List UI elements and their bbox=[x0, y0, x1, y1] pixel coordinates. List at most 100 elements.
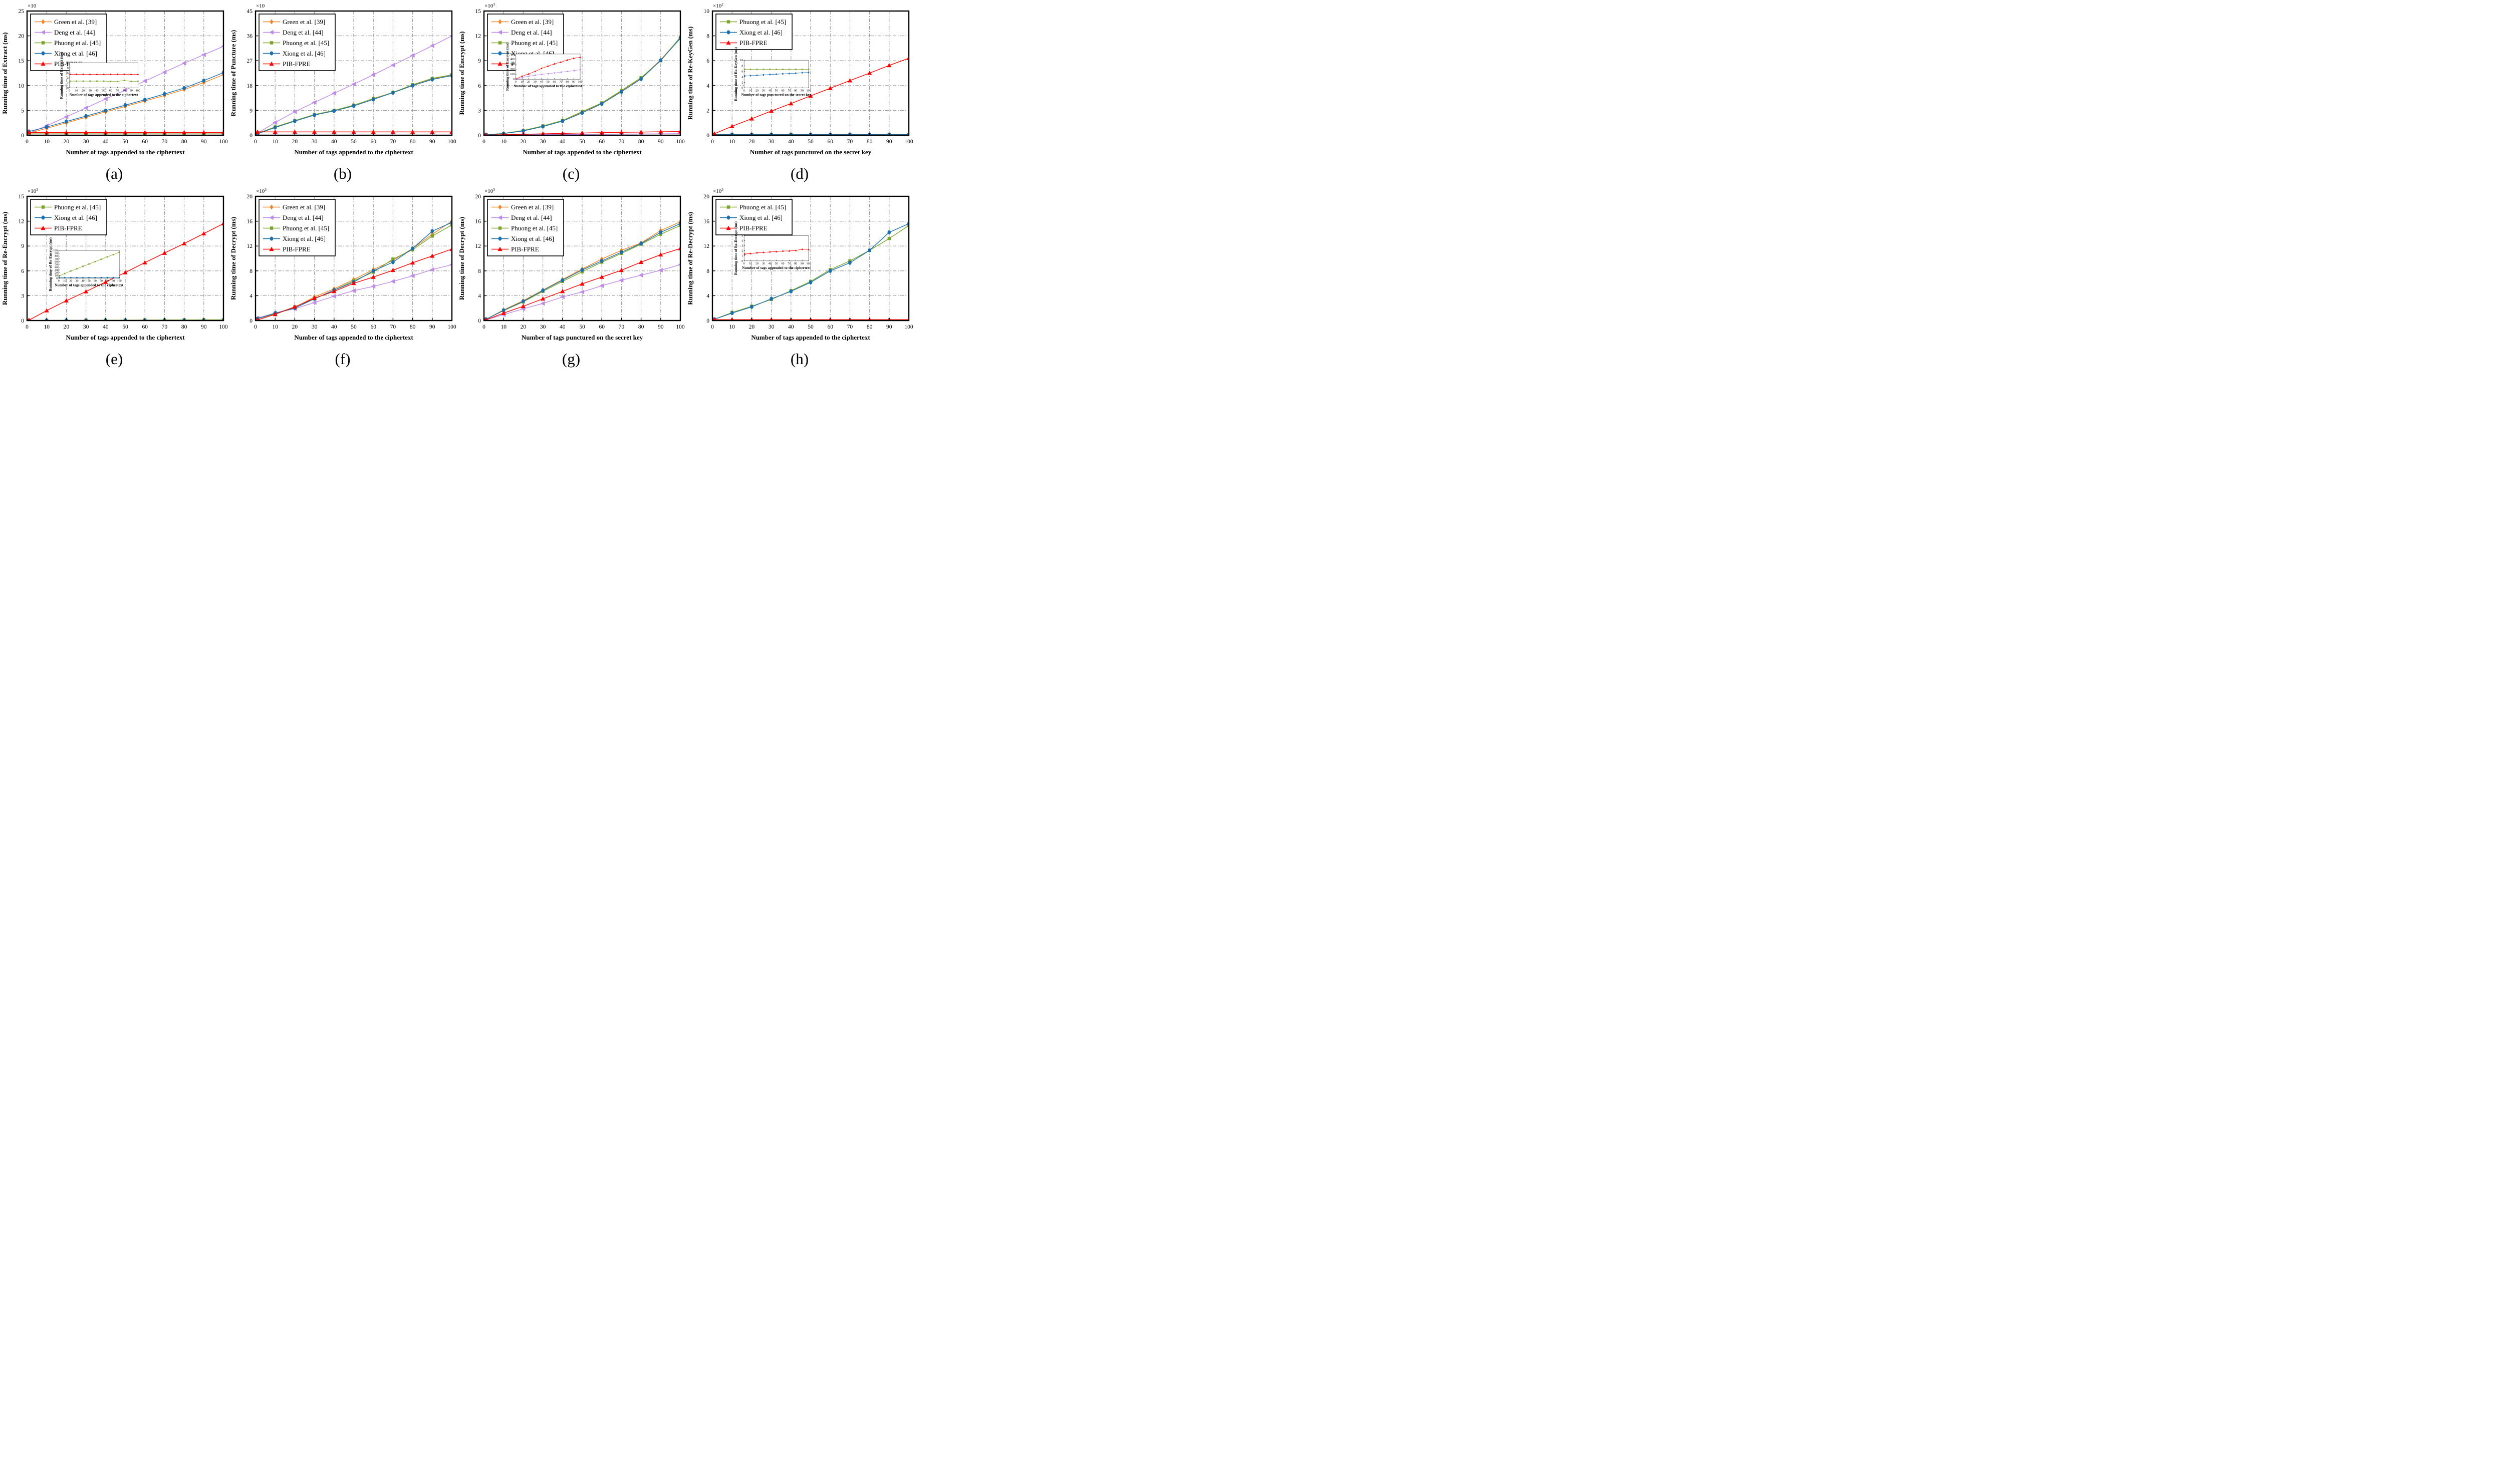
data-point bbox=[162, 130, 167, 135]
inset-data-point bbox=[769, 250, 771, 253]
axis-exponent: ×103 bbox=[28, 187, 38, 194]
x-tick-label: 80 bbox=[410, 139, 416, 145]
legend-label: Phuong et al. [45] bbox=[283, 224, 329, 232]
y-tick-label: 4 bbox=[478, 293, 481, 299]
inset-data-point bbox=[547, 73, 549, 75]
chart-canvas-a: 0 10 20 30 40 50 60 70 80 90 1000510152025×10Numbe… bbox=[0, 0, 228, 163]
y-tick-label: 16 bbox=[247, 219, 253, 225]
data-point bbox=[351, 280, 356, 285]
y-tick-label: 0 bbox=[21, 133, 24, 139]
x-tick-label: 0 bbox=[711, 139, 714, 145]
legend-label: Deng et al. [44] bbox=[54, 29, 95, 36]
inset-data-point bbox=[528, 73, 530, 75]
data-point bbox=[312, 300, 317, 305]
data-point bbox=[712, 131, 717, 136]
data-point bbox=[887, 63, 892, 68]
legend-label: Green et al. [39] bbox=[283, 203, 325, 211]
legend-marker bbox=[726, 225, 731, 230]
inset-x-tick-label: 20 bbox=[69, 280, 72, 283]
legend-label: PIB-FPRE bbox=[54, 224, 82, 232]
data-point bbox=[847, 78, 852, 83]
inset-data-point bbox=[76, 268, 78, 270]
x-tick-label: 50 bbox=[122, 139, 128, 145]
y-tick-label: 5 bbox=[21, 108, 24, 114]
y-tick-label: 45 bbox=[247, 9, 253, 15]
inset-data-point bbox=[109, 73, 112, 75]
inset-data-point bbox=[762, 251, 765, 253]
x-tick-label: 90 bbox=[886, 139, 892, 145]
y-axis-label: Running time of Extract (ms) bbox=[1, 32, 9, 114]
x-tick-label: 0 bbox=[482, 324, 485, 330]
inset-y-tick-label: 2 bbox=[741, 250, 743, 253]
inset-data-point bbox=[775, 250, 778, 252]
x-tick-label: 80 bbox=[181, 324, 187, 330]
y-tick-label: 0 bbox=[706, 318, 709, 324]
data-point bbox=[312, 129, 317, 134]
legend-marker bbox=[498, 19, 502, 25]
inset-data-point bbox=[769, 69, 771, 70]
series-area bbox=[256, 34, 452, 136]
data-point bbox=[182, 130, 187, 135]
legend-marker bbox=[726, 20, 730, 24]
x-tick-label: 10 bbox=[44, 139, 50, 145]
legend-label: Green et al. [39] bbox=[511, 18, 554, 26]
data-point bbox=[142, 130, 147, 135]
data-point bbox=[292, 304, 297, 309]
inset-data-point bbox=[744, 69, 745, 70]
chart-canvas-e: 0 10 20 30 40 50 60 70 80 90 10003691215×103Number… bbox=[0, 185, 228, 349]
inset-y-tick-label: 0 bbox=[741, 87, 743, 90]
legend-marker bbox=[41, 215, 45, 220]
x-tick-label: 100 bbox=[676, 324, 685, 330]
subplot-caption-c: (c) bbox=[562, 165, 580, 182]
subplot-caption-e: (e) bbox=[105, 350, 123, 368]
legend-marker bbox=[270, 19, 274, 25]
legend-marker bbox=[41, 225, 46, 230]
inset-x-tick-label: 10 bbox=[749, 262, 752, 265]
inset-y-tick-label: 5 bbox=[741, 234, 743, 237]
inset-x-axis-label: Number of tags appended to the ciphertex… bbox=[55, 283, 123, 287]
data-point bbox=[808, 93, 813, 98]
inset-x-tick-label: 70 bbox=[116, 90, 119, 93]
legend-marker bbox=[270, 204, 274, 210]
x-tick-label: 90 bbox=[658, 324, 664, 330]
inset-y-axis-label: Running time of Re-KeyGen (ms) bbox=[733, 47, 738, 101]
legend-marker bbox=[41, 61, 46, 66]
x-tick-label: 70 bbox=[390, 139, 396, 145]
x-tick-label: 100 bbox=[219, 324, 228, 330]
inset-y-tick-label: 2 bbox=[67, 82, 69, 85]
data-point bbox=[599, 130, 604, 135]
inset-y-tick-label: 40 bbox=[55, 266, 58, 269]
inset-data-point bbox=[743, 253, 746, 255]
y-tick-label: 8 bbox=[706, 268, 709, 274]
data-point bbox=[541, 124, 545, 129]
data-point bbox=[639, 241, 643, 246]
y-tick-label: 15 bbox=[19, 58, 25, 64]
subplot-caption-a: (a) bbox=[105, 165, 123, 182]
x-tick-label: 20 bbox=[521, 139, 527, 145]
x-tick-label: 10 bbox=[729, 139, 735, 145]
y-tick-label: 0 bbox=[21, 318, 24, 324]
inset-data-point bbox=[94, 260, 96, 262]
data-point bbox=[273, 129, 278, 134]
inset-data-point bbox=[88, 263, 90, 265]
inset-x-axis-label: Number of tags appended to the ciphertex… bbox=[742, 265, 811, 270]
x-tick-label: 60 bbox=[827, 324, 833, 330]
legend-marker bbox=[269, 246, 274, 251]
legend-label: Phuong et al. [45] bbox=[511, 39, 558, 47]
y-tick-label: 20 bbox=[475, 194, 481, 200]
inset-data-point bbox=[763, 74, 765, 76]
data-point bbox=[620, 90, 623, 94]
inset-data-point bbox=[579, 69, 581, 71]
x-tick-label: 90 bbox=[429, 324, 435, 330]
legend-marker bbox=[270, 51, 274, 56]
data-point bbox=[104, 108, 108, 113]
data-point bbox=[561, 278, 565, 282]
x-tick-label: 70 bbox=[162, 139, 168, 145]
legend-marker bbox=[41, 19, 45, 25]
x-tick-label: 90 bbox=[429, 139, 435, 145]
inset-data-point bbox=[76, 80, 77, 82]
legend-label: Deng et al. [44] bbox=[283, 214, 324, 221]
x-tick-label: 30 bbox=[769, 324, 775, 330]
data-point bbox=[64, 298, 69, 303]
data-point bbox=[352, 104, 356, 108]
